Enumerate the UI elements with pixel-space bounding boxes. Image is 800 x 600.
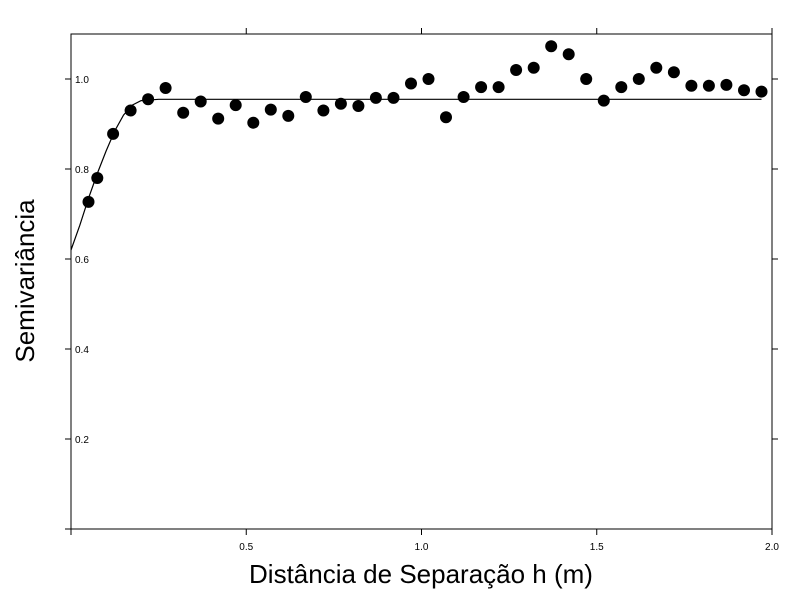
data-point (107, 127, 120, 140)
y-tick-label: 0.2 (75, 435, 89, 446)
data-point (124, 104, 137, 117)
data-point (317, 104, 330, 117)
data-point (632, 73, 645, 85)
data-point (229, 99, 242, 112)
data-point (405, 77, 417, 90)
data-point (720, 78, 733, 91)
data-point (352, 100, 365, 112)
data-point (369, 91, 382, 104)
data-point (545, 40, 558, 53)
data-point (299, 91, 312, 103)
data-point (212, 112, 225, 125)
data-point (142, 93, 155, 106)
fitted-model-curve (70, 98, 762, 251)
data-point (422, 73, 435, 85)
y-tick-label: 0.4 (75, 345, 89, 356)
x-axis-title: Distância de Separação h (m) (249, 559, 593, 589)
data-point (159, 82, 172, 94)
data-point (510, 64, 523, 76)
data-point (580, 73, 593, 85)
data-point (334, 97, 347, 110)
data-point (82, 195, 95, 208)
x-tick-label: 1.5 (590, 542, 604, 553)
plot-frame (70, 33, 773, 530)
x-axis-ticks: 0.5 1.0 1.5 2.0 (70, 28, 779, 553)
y-tick-label: 0.6 (75, 255, 89, 266)
data-point (527, 61, 540, 74)
data-point (562, 48, 575, 61)
x-tick-label: 2.0 (765, 542, 779, 553)
data-point (457, 91, 470, 103)
data-point (247, 116, 260, 129)
y-tick-label: 1.0 (75, 75, 89, 86)
data-point (387, 91, 400, 104)
data-points (82, 40, 768, 208)
data-point (264, 103, 277, 116)
data-point (194, 95, 207, 108)
x-tick-label: 0.5 (239, 542, 253, 553)
data-point (440, 111, 452, 124)
data-point (177, 106, 190, 119)
data-point (492, 81, 505, 94)
data-point (667, 66, 680, 79)
data-point (738, 84, 750, 97)
data-point (91, 172, 104, 184)
data-point (475, 81, 488, 94)
data-point (615, 81, 628, 94)
data-point (597, 94, 610, 107)
x-tick-label: 1.0 (415, 542, 429, 553)
y-tick-label: 0.8 (75, 165, 89, 176)
data-point (685, 79, 698, 92)
data-point (282, 109, 295, 122)
data-point (755, 85, 768, 98)
y-axis-title: Semivariância (10, 199, 40, 363)
y-axis-ticks: 0.2 0.4 0.6 0.8 1.0 (65, 75, 778, 530)
data-point (650, 61, 663, 74)
data-point (702, 79, 715, 92)
